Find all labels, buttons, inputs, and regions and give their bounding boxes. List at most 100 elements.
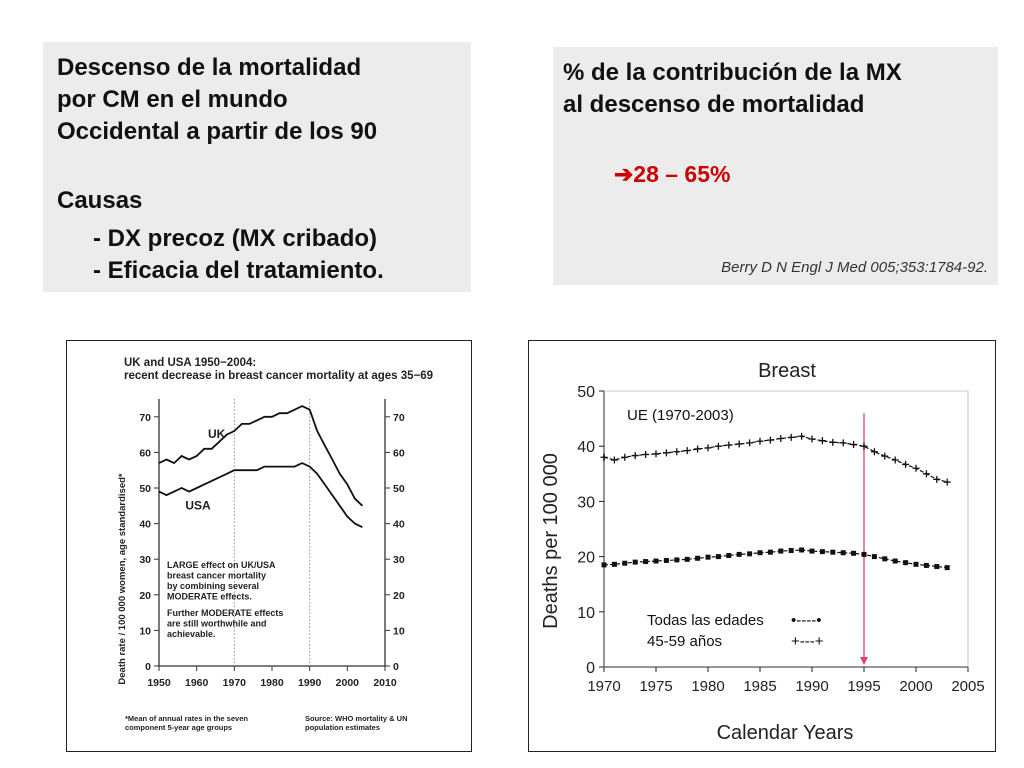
reference-arrow-icon (860, 657, 868, 665)
point-45-59 (725, 441, 733, 449)
point-45-59 (746, 439, 754, 447)
point-all-ages (663, 557, 669, 563)
y-tick-label: 0 (586, 660, 595, 677)
point-45-59 (818, 437, 826, 445)
breast-chart: Breast Deaths per 100 000 Calendar Years… (540, 360, 985, 744)
point-45-59 (735, 440, 743, 448)
chart-title-line-2: recent decrease in breast cancer mortali… (124, 370, 433, 382)
x-axis-label: Calendar Years (717, 722, 854, 744)
arrow-right-icon: ➔ (614, 161, 634, 187)
right-line-1: % de la contribución de la MX (563, 59, 902, 86)
point-45-59 (704, 444, 712, 452)
y-tick-label-right: 60 (393, 447, 405, 459)
y-tick-label-left: 30 (139, 554, 151, 566)
uk-usa-chart-panel: UK and USA 1950−2004: recent decrease in… (66, 340, 472, 752)
point-45-59 (642, 450, 650, 458)
point-all-ages (809, 548, 815, 554)
annotation-large-effect: breast cancer mortality (167, 571, 266, 581)
y-tick-label-right: 20 (393, 590, 405, 602)
point-all-ages (830, 549, 836, 555)
legend-label-45-59: 45-59 años (647, 633, 722, 650)
annotation-further-effects: Further MODERATE effects (167, 608, 283, 618)
point-all-ages (767, 549, 773, 555)
y-tick-label: 50 (577, 384, 595, 401)
point-45-59 (610, 456, 618, 464)
point-all-ages (684, 556, 690, 562)
point-all-ages (944, 565, 950, 571)
x-tick-label: 1975 (639, 678, 672, 695)
point-all-ages (611, 561, 617, 567)
point-all-ages (736, 551, 742, 557)
x-tick-label: 1980 (260, 677, 284, 689)
y-tick-label-right: 0 (393, 661, 399, 673)
y-tick-label: 30 (577, 494, 595, 511)
point-all-ages (840, 550, 846, 556)
point-all-ages (882, 556, 888, 562)
point-all-ages (913, 561, 919, 567)
y-tick-label-left: 50 (139, 483, 151, 495)
point-all-ages (726, 552, 732, 558)
legend-label-all-ages: Todas las edades (647, 612, 764, 629)
chart-title: Breast (758, 360, 816, 382)
annotation-further-effects: are still worthwhile and (167, 619, 267, 629)
y-tick-label-right: 40 (393, 519, 405, 531)
chart-title-line-1: UK and USA 1950−2004: (124, 357, 256, 369)
cause-item-2: - Eficacia del tratamiento. (93, 257, 384, 284)
point-45-59 (891, 456, 899, 464)
series-label-usa: USA (185, 498, 211, 512)
y-axis-label: Deaths per 100 000 (540, 453, 562, 629)
left-text-box: Descenso de la mortalidad por CM en el m… (43, 42, 471, 292)
x-tick-label: 1980 (691, 678, 724, 695)
x-tick-label: 2010 (373, 677, 397, 689)
y-tick-label-left: 10 (139, 625, 151, 637)
series-line-45-59 (603, 435, 948, 483)
point-45-59 (787, 433, 795, 441)
point-45-59 (600, 453, 608, 461)
point-45-59 (673, 448, 681, 456)
point-45-59 (870, 448, 878, 456)
y-tick-label-right: 30 (393, 554, 405, 566)
point-45-59 (912, 464, 920, 472)
annotation-large-effect: LARGE effect on UK/USA (167, 560, 276, 570)
inset-label: UE (1970-2003) (627, 407, 734, 424)
series-label-uk: UK (208, 427, 226, 441)
x-tick-label: 1990 (795, 678, 828, 695)
y-tick-label: 10 (577, 605, 595, 622)
causes-title: Causas (57, 187, 143, 214)
point-all-ages (903, 560, 909, 566)
point-45-59 (652, 450, 660, 458)
x-tick-label: 1960 (185, 677, 209, 689)
footnote-right: population estimates (305, 723, 380, 732)
point-45-59 (922, 470, 930, 478)
point-all-ages (757, 550, 763, 556)
y-tick-label-left: 60 (139, 447, 151, 459)
point-all-ages (715, 554, 721, 560)
point-45-59 (943, 478, 951, 486)
y-tick-label-left: 40 (139, 519, 151, 531)
point-all-ages (861, 551, 867, 557)
point-45-59 (694, 445, 702, 453)
point-45-59 (881, 452, 889, 460)
point-45-59 (839, 439, 847, 447)
point-all-ages (705, 554, 711, 560)
point-all-ages (819, 549, 825, 555)
point-45-59 (766, 436, 774, 444)
cause-item-1: - DX precoz (MX cribado) (93, 225, 378, 252)
y-axis-label: Death rate / 100 000 women, age standard… (117, 473, 128, 685)
annotation-large-effect: MODERATE effects. (167, 592, 252, 602)
left-line-1: Descenso de la mortalidad (57, 54, 362, 81)
y-tick-label-right: 10 (393, 625, 405, 637)
x-tick-label: 1950 (147, 677, 171, 689)
point-45-59 (933, 475, 941, 483)
point-45-59 (850, 441, 858, 449)
point-45-59 (808, 435, 816, 443)
range-value: 28 – 65% (633, 161, 731, 187)
y-tick-label: 40 (577, 439, 595, 456)
left-line-3: Occidental a partir de los 90 (57, 118, 378, 145)
uk-usa-chart: UK and USA 1950−2004: recent decrease in… (117, 357, 433, 732)
x-tick-label: 1985 (743, 678, 776, 695)
point-all-ages (695, 555, 701, 561)
point-45-59 (860, 442, 868, 450)
legend-marker-45-59: +---+ (791, 633, 824, 650)
footnote-right: Source: WHO mortality & UN (305, 714, 408, 723)
